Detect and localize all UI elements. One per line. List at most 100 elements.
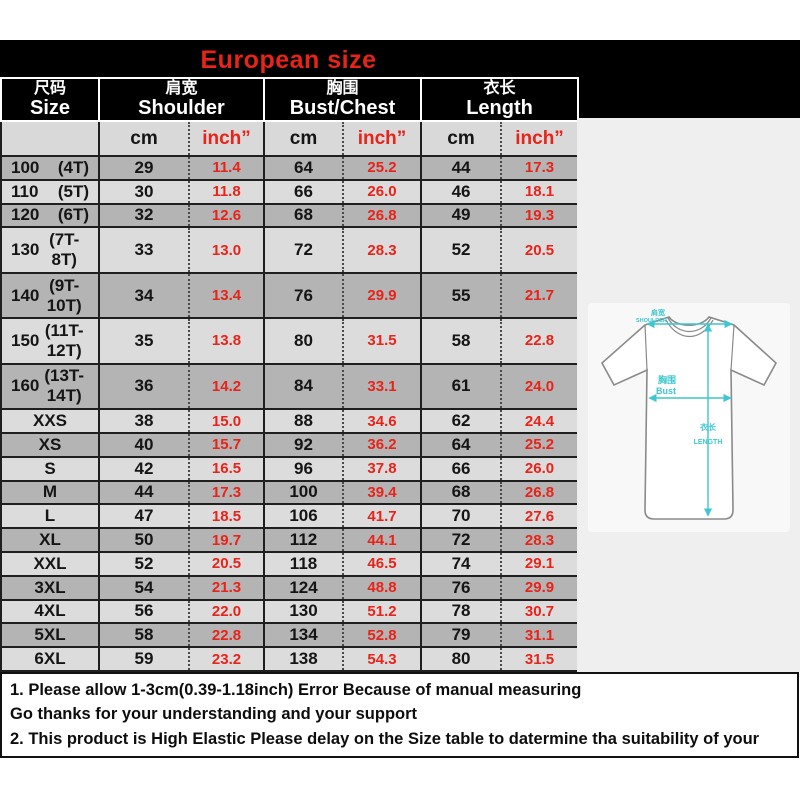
shoulder-inch-cell: 11.8 xyxy=(189,179,266,205)
table-row: S 42 16.5 96 37.8 66 26.0 xyxy=(1,456,580,482)
bust-cm-cell: 66 xyxy=(264,179,345,205)
shoulder-inch-cell: 22.8 xyxy=(189,623,266,649)
diagram-panel: 肩宽 SHOULDER 胸围 Bust 衣长 LENGTH xyxy=(577,118,800,672)
size-label: XXS xyxy=(32,411,68,431)
size-label: L xyxy=(44,506,56,526)
size-cell: 100 (4T) xyxy=(1,156,100,181)
length-inch-cell: 28.3 xyxy=(501,528,580,553)
size-label: 4XL xyxy=(34,601,66,621)
shoulder-cm-cell: 38 xyxy=(99,409,190,434)
length-inch-cell: 21.7 xyxy=(501,272,580,320)
size-cell: 110 (5T) xyxy=(1,179,100,205)
tshirt-outline xyxy=(600,316,778,520)
page-title: European size xyxy=(200,46,377,74)
size-label: XL xyxy=(39,530,61,550)
shoulder-cm-cell: 59 xyxy=(99,647,190,672)
length-cm-cell: 70 xyxy=(421,504,503,530)
shoulder-cm-cell: 52 xyxy=(99,551,190,577)
shoulder-cm-cell: 58 xyxy=(99,623,190,649)
tshirt-box: 肩宽 SHOULDER 胸围 Bust 衣长 LENGTH xyxy=(588,303,790,532)
bust-cm-cell: 112 xyxy=(264,528,345,553)
size-label: XXL xyxy=(33,553,67,573)
note-line-1: 1. Please allow 1-3cm(0.39-1.18inch) Err… xyxy=(10,680,582,699)
length-inch-cell: 18.1 xyxy=(501,179,580,205)
shoulder-inch-cell: 12.6 xyxy=(189,203,266,229)
size-label: 3XL xyxy=(34,577,66,597)
bust-inch-cell: 51.2 xyxy=(343,599,423,625)
shoulder-cm-cell: 42 xyxy=(99,456,190,482)
length-inch-cell: 31.5 xyxy=(501,647,580,672)
unit-inch-shoulder: inch” xyxy=(189,121,266,157)
shoulder-cm-cell: 40 xyxy=(99,432,190,458)
bust-inch-cell: 26.8 xyxy=(343,203,423,229)
table-row: 4XL 56 22.0 130 51.2 78 30.7 xyxy=(1,599,580,625)
length-cm-cell: 61 xyxy=(421,363,503,411)
col-group-size-en: Size xyxy=(29,97,71,119)
bust-inch-cell: 34.6 xyxy=(343,409,423,434)
table-row: 140 (9T-10T) 34 13.4 76 29.9 55 21.7 xyxy=(1,272,580,320)
shoulder-cm-cell: 34 xyxy=(99,272,190,320)
bust-cm-cell: 72 xyxy=(264,227,345,274)
size-cell: XL xyxy=(1,528,100,553)
bust-cm-cell: 106 xyxy=(264,504,345,530)
size-label: 100 xyxy=(11,157,40,177)
size-label-extra: (9T-10T) xyxy=(46,275,82,315)
shoulder-cm-cell: 54 xyxy=(99,575,190,601)
length-inch-cell: 29.9 xyxy=(501,575,580,601)
size-cell: XXS xyxy=(1,409,100,434)
bust-cm-cell: 68 xyxy=(264,203,345,229)
length-inch-cell: 17.3 xyxy=(501,156,580,181)
bust-inch-cell: 29.9 xyxy=(343,272,423,320)
shoulder-cm-cell: 35 xyxy=(99,318,190,365)
shoulder-cm-cell: 44 xyxy=(99,480,190,506)
bust-cm-cell: 130 xyxy=(264,599,345,625)
length-cm-cell: 62 xyxy=(421,409,503,434)
size-cell: 130 (7T-8T) xyxy=(1,227,100,274)
col-group-bust-zh: 胸围 xyxy=(326,80,359,97)
shoulder-cm-cell: 36 xyxy=(99,363,190,411)
bust-cm-cell: 118 xyxy=(264,551,345,577)
size-label: 120 xyxy=(11,205,40,225)
size-label-extra: (11T-12T) xyxy=(44,320,84,360)
size-cell: 150 (11T-12T) xyxy=(1,318,100,365)
unit-header-row: cm inch” cm inch” cm inch” xyxy=(1,121,580,157)
shoulder-inch-cell: 13.8 xyxy=(189,318,266,365)
bust-cm-cell: 88 xyxy=(264,409,345,434)
bust-cm-cell: 76 xyxy=(264,272,345,320)
bust-inch-cell: 46.5 xyxy=(343,551,423,577)
size-cell: 160 (13T-14T) xyxy=(1,363,100,411)
size-label: M xyxy=(42,482,58,502)
bust-inch-cell: 33.1 xyxy=(343,363,423,411)
note-line-2: Go thanks for your understanding and you… xyxy=(10,705,418,724)
length-cm-cell: 44 xyxy=(421,156,503,181)
notes-box: 1. Please allow 1-3cm(0.39-1.18inch) Err… xyxy=(0,672,799,758)
size-cell: L xyxy=(1,504,100,530)
col-group-shoulder-zh: 肩宽 xyxy=(165,80,198,97)
size-cell: S xyxy=(1,456,100,482)
table-row: 110 (5T) 30 11.8 66 26.0 46 18.1 xyxy=(1,179,580,205)
bust-cm-cell: 124 xyxy=(264,575,345,601)
bust-inch-cell: 54.3 xyxy=(343,647,423,672)
size-table: 尺码 Size 肩宽 Shoulder 胸围 Bust/Chest 衣长 Len… xyxy=(0,77,580,672)
table-row: 6XL 59 23.2 138 54.3 80 31.5 xyxy=(1,647,580,672)
col-group-size-zh: 尺码 xyxy=(33,80,66,97)
table-row: 150 (11T-12T) 35 13.8 80 31.5 58 22.8 xyxy=(1,318,580,365)
col-group-bust: 胸围 Bust/Chest xyxy=(263,77,423,122)
bust-cm-cell: 96 xyxy=(264,456,345,482)
table-row: M 44 17.3 100 39.4 68 26.8 xyxy=(1,480,580,506)
length-inch-cell: 26.8 xyxy=(501,480,580,506)
col-group-length: 衣长 Length xyxy=(420,77,580,122)
length-inch-cell: 30.7 xyxy=(501,599,580,625)
length-cm-cell: 76 xyxy=(421,575,503,601)
table-row: 3XL 54 21.3 124 48.8 76 29.9 xyxy=(1,575,580,601)
table-row: XXS 38 15.0 88 34.6 62 24.4 xyxy=(1,409,580,434)
unit-cm-shoulder: cm xyxy=(99,121,190,157)
shoulder-cm-cell: 29 xyxy=(99,156,190,181)
size-label: 6XL xyxy=(34,649,66,669)
shoulder-cm-cell: 50 xyxy=(99,528,190,553)
bust-cm-cell: 138 xyxy=(264,647,345,672)
shoulder-inch-cell: 14.2 xyxy=(189,363,266,411)
table-row: 130 (7T-8T) 33 13.0 72 28.3 52 20.5 xyxy=(1,227,580,274)
shoulder-inch-cell: 13.4 xyxy=(189,272,266,320)
bust-label-zh: 胸围 xyxy=(658,374,676,385)
